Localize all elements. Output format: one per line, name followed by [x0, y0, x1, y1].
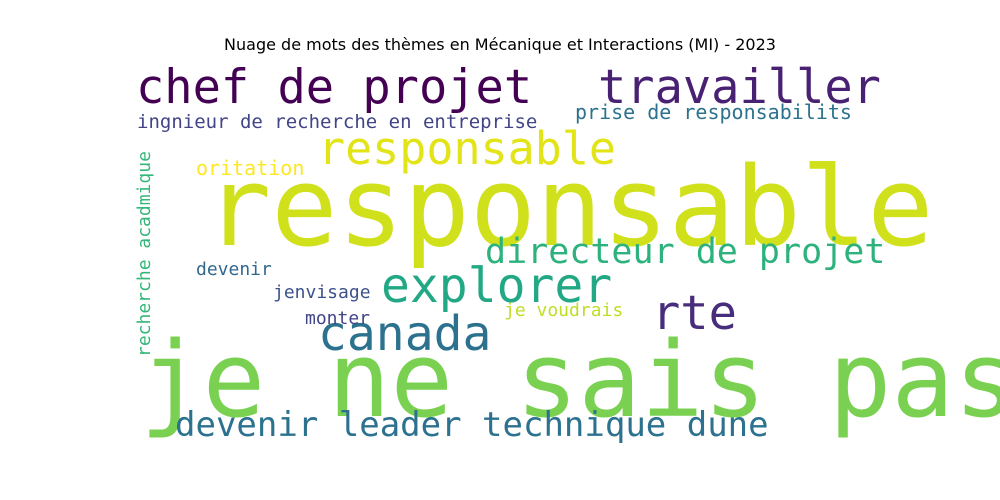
cloud-word: travailler [598, 60, 881, 115]
cloud-word: oritation [196, 156, 305, 180]
cloud-word: explorer [381, 258, 613, 314]
cloud-word-vertical: recherche acadmique [134, 151, 155, 357]
cloud-word: prise de responsabilits [575, 100, 852, 124]
cloud-word: jenvisage [273, 282, 371, 303]
cloud-word: responsable [205, 143, 934, 271]
cloud-word: chef de projet [136, 60, 533, 115]
cloud-word: je voudrais [504, 300, 624, 321]
cloud-word: ingnieur de recherche en entreprise [137, 111, 538, 133]
cloud-word: devenir leader technique dune [175, 405, 769, 445]
cloud-word: directeur de projet [485, 232, 886, 272]
cloud-word: canada [318, 306, 492, 362]
figure-title: Nuage de mots des thèmes en Mécanique et… [224, 35, 776, 54]
cloud-word: responsable [318, 122, 617, 175]
cloud-word: monter [305, 308, 371, 329]
cloud-word: je ne sais pas [140, 319, 1000, 441]
cloud-word: devenir [196, 259, 272, 280]
cloud-word: rte [652, 286, 737, 341]
